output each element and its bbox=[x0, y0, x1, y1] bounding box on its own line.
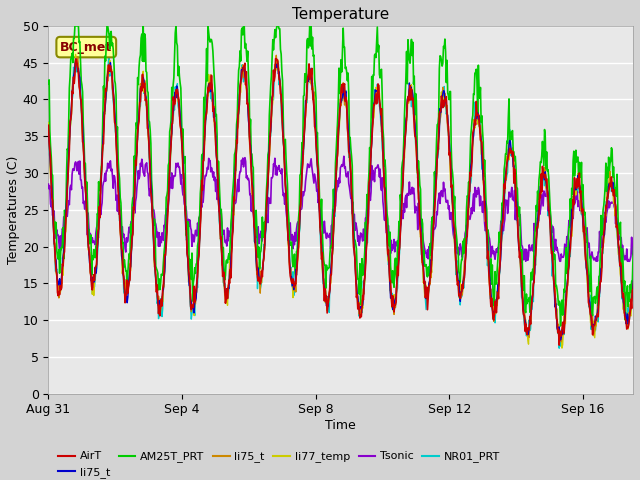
Line: AirT: AirT bbox=[49, 59, 640, 345]
NR01_PRT bbox=[386, 288, 394, 293]
Tsonic bbox=[532, 223, 540, 228]
Line: AM25T_PRT: AM25T_PRT bbox=[49, 26, 640, 326]
Tsonic bbox=[186, 217, 194, 223]
NR01_PRT bbox=[45, 119, 52, 125]
li75_t bbox=[531, 270, 539, 276]
AirT bbox=[186, 282, 194, 288]
Line: li75_t: li75_t bbox=[49, 55, 640, 342]
li77_temp bbox=[45, 120, 52, 125]
Tsonic bbox=[66, 185, 74, 191]
AM25T_PRT bbox=[45, 81, 52, 86]
li75_t bbox=[273, 52, 280, 58]
Title: Temperature: Temperature bbox=[292, 7, 389, 22]
li75_t bbox=[386, 279, 394, 285]
Legend: AirT, li75_t, AM25T_PRT, li75_t, li77_temp, Tsonic, NR01_PRT: AirT, li75_t, AM25T_PRT, li75_t, li77_te… bbox=[54, 447, 504, 480]
AM25T_PRT bbox=[71, 23, 79, 29]
NR01_PRT bbox=[296, 226, 304, 231]
Tsonic bbox=[522, 258, 529, 264]
li77_temp bbox=[72, 51, 79, 57]
li75_t bbox=[557, 337, 564, 343]
Tsonic bbox=[264, 211, 271, 217]
li75_t bbox=[45, 124, 52, 130]
Tsonic bbox=[45, 181, 52, 187]
Tsonic bbox=[386, 232, 394, 238]
AirT bbox=[272, 56, 280, 61]
Tsonic bbox=[296, 217, 303, 223]
AirT bbox=[296, 205, 304, 211]
NR01_PRT bbox=[531, 258, 539, 264]
li75_t bbox=[557, 339, 565, 345]
NR01_PRT bbox=[187, 305, 195, 311]
NR01_PRT bbox=[72, 42, 80, 48]
Y-axis label: Temperatures (C): Temperatures (C) bbox=[7, 156, 20, 264]
Line: li75_t: li75_t bbox=[49, 59, 640, 340]
AM25T_PRT bbox=[386, 229, 394, 235]
li75_t bbox=[186, 291, 194, 297]
X-axis label: Time: Time bbox=[325, 419, 356, 432]
li75_t bbox=[72, 56, 79, 62]
NR01_PRT bbox=[66, 127, 74, 132]
AM25T_PRT bbox=[264, 152, 272, 157]
AM25T_PRT bbox=[187, 275, 195, 280]
AirT bbox=[386, 278, 394, 284]
NR01_PRT bbox=[264, 169, 272, 175]
li75_t bbox=[66, 120, 74, 126]
NR01_PRT bbox=[556, 345, 563, 351]
li75_t bbox=[45, 127, 52, 132]
li75_t bbox=[296, 205, 304, 211]
li75_t bbox=[264, 182, 272, 188]
AirT bbox=[264, 186, 271, 192]
li75_t bbox=[386, 287, 394, 292]
AM25T_PRT bbox=[66, 74, 74, 80]
AM25T_PRT bbox=[557, 323, 564, 329]
Line: li77_temp: li77_temp bbox=[49, 54, 640, 348]
li75_t bbox=[66, 126, 74, 132]
Line: Tsonic: Tsonic bbox=[49, 156, 640, 261]
li77_temp bbox=[187, 297, 195, 303]
li77_temp bbox=[264, 182, 272, 188]
li75_t bbox=[187, 296, 195, 302]
AM25T_PRT bbox=[531, 230, 539, 236]
Line: NR01_PRT: NR01_PRT bbox=[49, 45, 640, 348]
li75_t bbox=[264, 194, 271, 200]
AirT bbox=[45, 122, 52, 128]
li77_temp bbox=[66, 126, 74, 132]
Tsonic bbox=[340, 154, 348, 159]
AirT bbox=[66, 119, 74, 124]
AM25T_PRT bbox=[296, 172, 304, 178]
li75_t bbox=[531, 253, 539, 259]
li77_temp bbox=[558, 345, 566, 351]
Text: BC_met: BC_met bbox=[60, 41, 113, 54]
li77_temp bbox=[296, 215, 304, 220]
li75_t bbox=[296, 214, 304, 219]
li77_temp bbox=[531, 257, 539, 263]
li77_temp bbox=[386, 275, 394, 281]
AirT bbox=[531, 256, 539, 262]
AirT bbox=[556, 342, 563, 348]
